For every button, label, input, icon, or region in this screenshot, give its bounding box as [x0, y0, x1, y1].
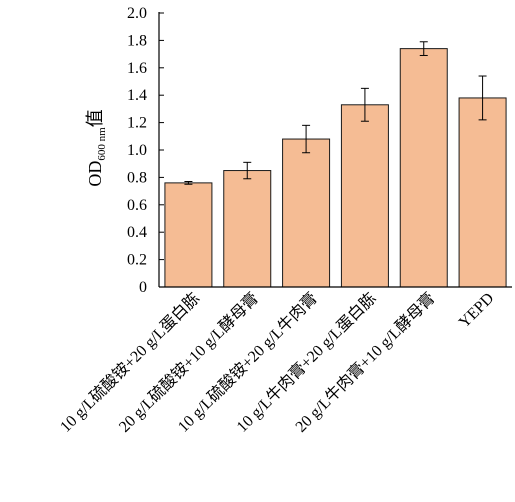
y-tick-label: 1.2	[127, 115, 147, 132]
y-tick-label: 0.8	[127, 169, 147, 186]
y-axis-title-subscript: 600 nm	[96, 127, 108, 161]
y-axis-title-suffix: 值	[85, 109, 105, 127]
y-tick-label: 1.4	[127, 87, 147, 104]
error-bars	[184, 41, 487, 185]
y-tick-label: 2.0	[127, 5, 147, 22]
bar	[282, 138, 331, 288]
bar	[458, 97, 507, 288]
bar	[399, 48, 448, 288]
y-tick-label: 0.4	[127, 224, 147, 241]
y-tick-label: 1.8	[127, 32, 147, 49]
y-axis-title-main: OD	[85, 161, 105, 187]
bar	[223, 170, 272, 288]
y-tick-label: 0.2	[127, 252, 147, 269]
x-tick-label: YEPD	[456, 290, 498, 332]
bar	[340, 104, 389, 288]
bars	[164, 48, 507, 288]
y-tick-label: 1.6	[127, 60, 147, 77]
y-tick-label: 0	[139, 279, 147, 296]
y-tick-label: 1.0	[127, 142, 147, 159]
y-tick-label: 0.6	[127, 197, 147, 214]
y-ticks: 0 0.2 0.4 0.6 0.8 1.0 1.2 1.4 1.6 1.8 2.0	[127, 5, 164, 296]
bar	[164, 182, 213, 288]
y-axis-title: OD600 nm值	[85, 109, 108, 186]
plot-area: 0 0.2 0.4 0.6 0.8 1.0 1.2 1.4 1.6 1.8 2.0 10 g/L硫酸…	[57, 5, 512, 436]
svg-text:OD600 nm值: OD600 nm值	[85, 109, 108, 186]
